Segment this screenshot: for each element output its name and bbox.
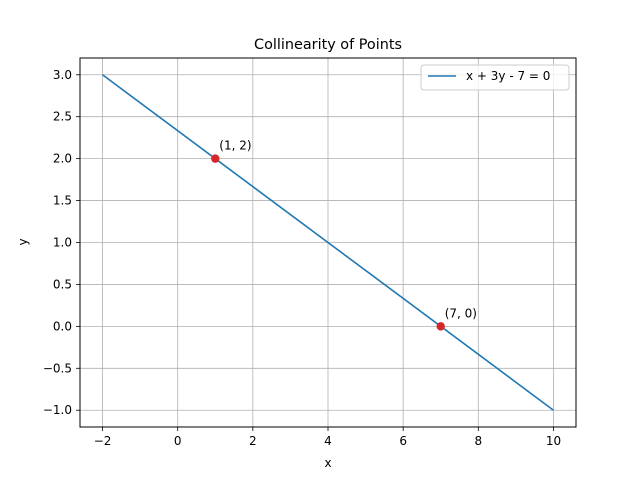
x-tick-label: −2 — [94, 434, 112, 448]
y-tick-label: 2.5 — [53, 110, 72, 124]
x-tick-label: 8 — [474, 434, 482, 448]
legend: x + 3y - 7 = 0 — [420, 64, 570, 91]
grid — [80, 58, 576, 427]
y-tick-label: 0.5 — [53, 277, 72, 291]
x-tick-label: 6 — [399, 434, 407, 448]
point-marker — [211, 154, 220, 163]
y-tick-label: 2.0 — [53, 152, 72, 166]
y-tick-label: −0.5 — [43, 361, 72, 375]
x-tick-label: 4 — [324, 434, 332, 448]
chart-title: Collinearity of Points — [254, 37, 402, 53]
series-line — [102, 74, 554, 411]
y-axis: −1.0 −0.5 0.0 0.5 1.0 1.5 2.0 2.5 3.0 — [43, 68, 80, 417]
x-axis: −2 0 2 4 6 8 10 — [94, 427, 561, 448]
point-annotation: (1, 2) — [219, 139, 251, 153]
x-tick-label: 0 — [174, 434, 182, 448]
x-axis-label: x — [324, 456, 331, 470]
series-layer — [102, 74, 554, 411]
y-tick-label: 1.0 — [53, 236, 72, 250]
x-tick-label: 2 — [249, 434, 257, 448]
y-tick-label: 0.0 — [53, 319, 72, 333]
y-tick-label: 1.5 — [53, 194, 72, 208]
y-axis-label: y — [16, 238, 30, 245]
legend-entry-label: x + 3y - 7 = 0 — [466, 69, 550, 83]
x-tick-label: 10 — [546, 434, 561, 448]
point-marker — [436, 322, 445, 331]
point-annotation: (7, 0) — [445, 306, 477, 320]
points-layer: (1, 2) (7, 0) — [211, 139, 477, 331]
legend-box — [420, 64, 570, 91]
y-tick-label: 3.0 — [53, 68, 72, 82]
y-tick-label: −1.0 — [43, 403, 72, 417]
